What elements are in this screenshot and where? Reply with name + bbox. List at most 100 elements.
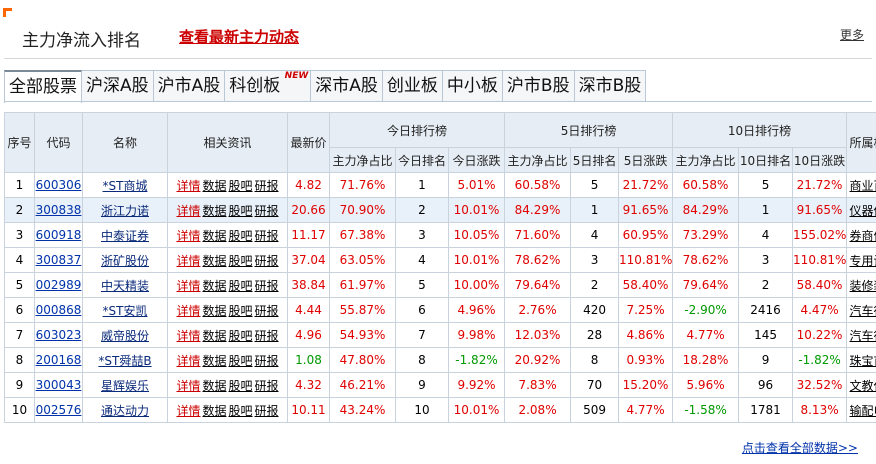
stock-code-link[interactable]: 300838 bbox=[35, 203, 82, 217]
subheader-10day-ratio[interactable]: 主力净占比 bbox=[672, 147, 740, 173]
stock-name-link[interactable]: *ST安凯 bbox=[102, 303, 148, 318]
more-link[interactable]: 更多 bbox=[839, 28, 864, 42]
forum-link[interactable]: 股吧 bbox=[228, 253, 253, 268]
stock-name-link[interactable]: 中天精装 bbox=[100, 278, 149, 293]
data-link[interactable]: 数据 bbox=[202, 303, 227, 318]
sector-link[interactable]: 仪器仪表 bbox=[849, 203, 876, 218]
data-link[interactable]: 数据 bbox=[202, 328, 227, 343]
stock-code-link[interactable]: 002576 bbox=[35, 403, 82, 417]
stock-name-link[interactable]: 通达动力 bbox=[100, 403, 149, 418]
stock-code-link[interactable]: 603023 bbox=[35, 328, 82, 342]
subheader-10day-change[interactable]: 10日涨跌 bbox=[792, 147, 848, 173]
report-link[interactable]: 研报 bbox=[254, 403, 279, 418]
stock-code-link[interactable]: 300837 bbox=[35, 253, 82, 267]
subheader-today-rank[interactable]: 今日排名 bbox=[395, 147, 449, 173]
stock-code-link[interactable]: 200168 bbox=[35, 353, 82, 367]
forum-link[interactable]: 股吧 bbox=[228, 378, 253, 393]
tab-1[interactable]: 沪深A股 bbox=[82, 70, 154, 101]
stock-name-link[interactable]: *ST舜喆B bbox=[98, 353, 152, 368]
report-link[interactable]: 研报 bbox=[254, 278, 279, 293]
stock-name-link[interactable]: 星辉娱乐 bbox=[100, 378, 149, 393]
related-news-cell: 详情 数据 股吧 研报 bbox=[167, 322, 288, 348]
tab-3[interactable]: 科创板 NEW bbox=[225, 70, 312, 101]
view-all-data-link[interactable]: 点击查看全部数据>> bbox=[741, 441, 858, 455]
day10-ratio-cell: 79.64% bbox=[672, 272, 740, 298]
report-link[interactable]: 研报 bbox=[254, 178, 279, 193]
detail-link[interactable]: 详情 bbox=[176, 328, 201, 343]
stock-name-cell: 威帝股份 bbox=[82, 322, 168, 348]
report-link[interactable]: 研报 bbox=[254, 328, 279, 343]
day5-change-cell: 4.77% bbox=[618, 397, 674, 423]
detail-link[interactable]: 详情 bbox=[176, 403, 201, 418]
latest-dynamics-link[interactable]: 查看最新主力动态 bbox=[179, 28, 300, 46]
tab-5[interactable]: 创业板 bbox=[382, 70, 443, 101]
sector-link[interactable]: 珠宝首饰 bbox=[849, 353, 876, 368]
forum-link[interactable]: 股吧 bbox=[228, 303, 253, 318]
forum-link[interactable]: 股吧 bbox=[228, 403, 253, 418]
report-link[interactable]: 研报 bbox=[254, 353, 279, 368]
subheader-5day-change[interactable]: 5日涨跌 bbox=[618, 147, 674, 173]
data-link[interactable]: 数据 bbox=[202, 228, 227, 243]
detail-link[interactable]: 详情 bbox=[176, 228, 201, 243]
detail-link[interactable]: 详情 bbox=[176, 378, 201, 393]
sector-link[interactable]: 汽车行业 bbox=[849, 303, 876, 318]
tab-0[interactable]: 全部股票 bbox=[4, 70, 82, 103]
detail-link[interactable]: 详情 bbox=[176, 178, 201, 193]
data-link[interactable]: 数据 bbox=[202, 378, 227, 393]
forum-link[interactable]: 股吧 bbox=[228, 278, 253, 293]
detail-link[interactable]: 详情 bbox=[176, 353, 201, 368]
tab-8[interactable]: 深市B股 bbox=[574, 70, 647, 101]
stock-name-link[interactable]: 浙江力诺 bbox=[100, 203, 149, 218]
stock-name-link[interactable]: 浙矿股份 bbox=[100, 253, 149, 268]
data-link[interactable]: 数据 bbox=[202, 253, 227, 268]
sector-link[interactable]: 商业百货 bbox=[849, 178, 876, 193]
tab-2[interactable]: 沪市A股 bbox=[153, 70, 226, 101]
subheader-5day-ratio[interactable]: 主力净占比 bbox=[504, 147, 572, 173]
sector-link[interactable]: 专用设备 bbox=[849, 253, 876, 268]
tab-7[interactable]: 沪市B股 bbox=[502, 70, 575, 101]
sector-link[interactable]: 装修装饰 bbox=[849, 278, 876, 293]
forum-link[interactable]: 股吧 bbox=[228, 228, 253, 243]
stock-name-link[interactable]: 中泰证券 bbox=[100, 228, 149, 243]
detail-link[interactable]: 详情 bbox=[176, 203, 201, 218]
data-link[interactable]: 数据 bbox=[202, 203, 227, 218]
subheader-today-change[interactable]: 今日涨跌 bbox=[447, 147, 506, 173]
report-link[interactable]: 研报 bbox=[254, 253, 279, 268]
report-link[interactable]: 研报 bbox=[254, 378, 279, 393]
data-link[interactable]: 数据 bbox=[202, 178, 227, 193]
sector-link[interactable]: 汽车行业 bbox=[849, 328, 876, 343]
header-divider bbox=[4, 58, 872, 59]
detail-link[interactable]: 详情 bbox=[176, 278, 201, 293]
subheader-10day-rank[interactable]: 10日排名 bbox=[738, 147, 794, 173]
seq-cell: 10 bbox=[4, 397, 35, 423]
stock-code-link[interactable]: 600306 bbox=[35, 178, 82, 192]
stock-name-link[interactable]: 威帝股份 bbox=[100, 328, 149, 343]
tab-6[interactable]: 中小板 bbox=[442, 70, 503, 101]
stock-code-link[interactable]: 600918 bbox=[35, 228, 82, 242]
detail-link[interactable]: 详情 bbox=[176, 253, 201, 268]
forum-link[interactable]: 股吧 bbox=[228, 353, 253, 368]
subheader-5day-rank[interactable]: 5日排名 bbox=[570, 147, 620, 173]
related-news-cell: 详情 数据 股吧 研报 bbox=[167, 397, 288, 423]
tab-4[interactable]: 深市A股 bbox=[311, 70, 383, 101]
data-link[interactable]: 数据 bbox=[202, 353, 227, 368]
report-link[interactable]: 研报 bbox=[254, 303, 279, 318]
sector-link[interactable]: 券商信托 bbox=[849, 228, 876, 243]
forum-link[interactable]: 股吧 bbox=[228, 178, 253, 193]
stock-code-link[interactable]: 000868 bbox=[35, 303, 82, 317]
report-link[interactable]: 研报 bbox=[254, 203, 279, 218]
data-link[interactable]: 数据 bbox=[202, 403, 227, 418]
report-link[interactable]: 研报 bbox=[254, 228, 279, 243]
forum-link[interactable]: 股吧 bbox=[228, 328, 253, 343]
stock-code-link[interactable]: 300043 bbox=[35, 378, 82, 392]
forum-link[interactable]: 股吧 bbox=[228, 203, 253, 218]
stock-code-cell: 300043 bbox=[34, 372, 83, 398]
data-link[interactable]: 数据 bbox=[202, 278, 227, 293]
subheader-today-ratio[interactable]: 主力净占比 bbox=[329, 147, 396, 173]
sector-link[interactable]: 输配电气 bbox=[849, 403, 876, 418]
stock-name-link[interactable]: *ST商城 bbox=[102, 178, 148, 193]
sector-link[interactable]: 文教休闲 bbox=[849, 378, 876, 393]
table-row: 3 600918 中泰证券 详情 数据 股吧 研报 11.17 67.38% 3 10.05% 71.… bbox=[4, 222, 876, 248]
stock-code-link[interactable]: 002989 bbox=[35, 278, 82, 292]
detail-link[interactable]: 详情 bbox=[176, 303, 201, 318]
